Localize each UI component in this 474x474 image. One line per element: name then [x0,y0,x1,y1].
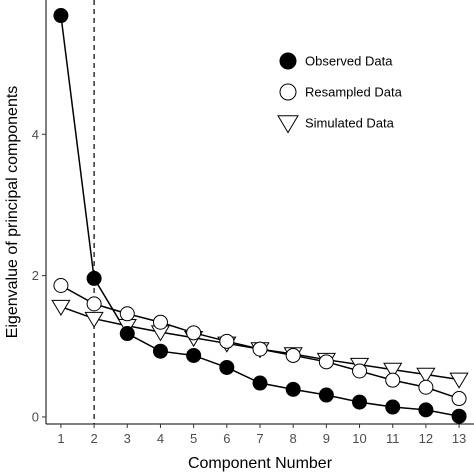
x-tick-label: 1 [57,431,64,446]
data-point-open-circle [418,379,434,395]
x-axis-title: Component Number [188,455,333,472]
data-point-open-circle [152,314,168,330]
y-axis-title: Eigenvalue of principal components [4,86,21,339]
data-point-filled-circle [252,375,268,391]
x-tick-label: 12 [419,431,433,446]
x-tick-label: 13 [452,431,466,446]
data-point-filled-circle [86,270,102,286]
data-point-open-circle [119,306,135,322]
data-point-open-circle [252,341,268,357]
x-tick-label: 8 [290,431,297,446]
data-point-open-triangle [416,367,436,384]
x-tick-label: 7 [256,431,263,446]
data-point-filled-circle [285,381,301,397]
legend-key-filled-circle [279,52,297,70]
data-point-open-circle [186,325,202,341]
data-point-filled-circle [186,347,202,363]
x-tick-label: 10 [352,431,366,446]
data-point-open-triangle [449,372,469,389]
x-tick-label: 11 [386,431,400,446]
series-layer [51,8,469,424]
data-point-open-circle [352,363,368,379]
legend-label: Simulated Data [305,116,395,131]
data-point-open-circle [318,354,334,370]
data-point-open-circle [86,296,102,312]
legend-label: Observed Data [305,54,393,69]
data-point-filled-circle [318,387,334,403]
x-tick-label: 9 [323,431,330,446]
data-point-open-triangle [51,299,71,316]
data-point-filled-circle [53,8,69,24]
data-point-open-circle [285,347,301,363]
x-tick-label: 3 [124,431,131,446]
x-tick-label: 2 [90,431,97,446]
data-point-open-circle [53,277,69,293]
y-ticks: 0 2 4 [32,127,46,424]
y-tick-label: 2 [32,268,39,283]
data-point-filled-circle [385,399,401,415]
data-point-filled-circle [219,359,235,375]
data-point-filled-circle [152,343,168,359]
legend: Observed Data Resampled Data Simulated Dat… [277,52,403,134]
data-point-filled-circle [352,394,368,410]
data-point-filled-circle [119,326,135,342]
x-tick-label: 4 [157,431,164,446]
legend-key-open-triangle [277,115,299,134]
legend-key-open-circle [279,83,297,101]
axes [45,0,474,425]
y-tick-label: 4 [32,127,39,142]
data-point-filled-circle [418,402,434,418]
data-point-open-triangle [383,362,403,379]
y-tick-label: 0 [32,409,39,424]
legend-label: Resampled Data [305,85,403,100]
data-point-open-triangle [84,311,104,328]
data-point-open-circle [385,372,401,388]
x-tick-label: 6 [223,431,230,446]
x-tick-label: 5 [190,431,197,446]
data-point-filled-circle [451,408,467,424]
x-ticks: 1 2 3 4 5 6 7 8 9 10 11 12 13 [57,424,466,446]
data-point-open-circle [219,333,235,349]
data-point-open-circle [451,391,467,407]
